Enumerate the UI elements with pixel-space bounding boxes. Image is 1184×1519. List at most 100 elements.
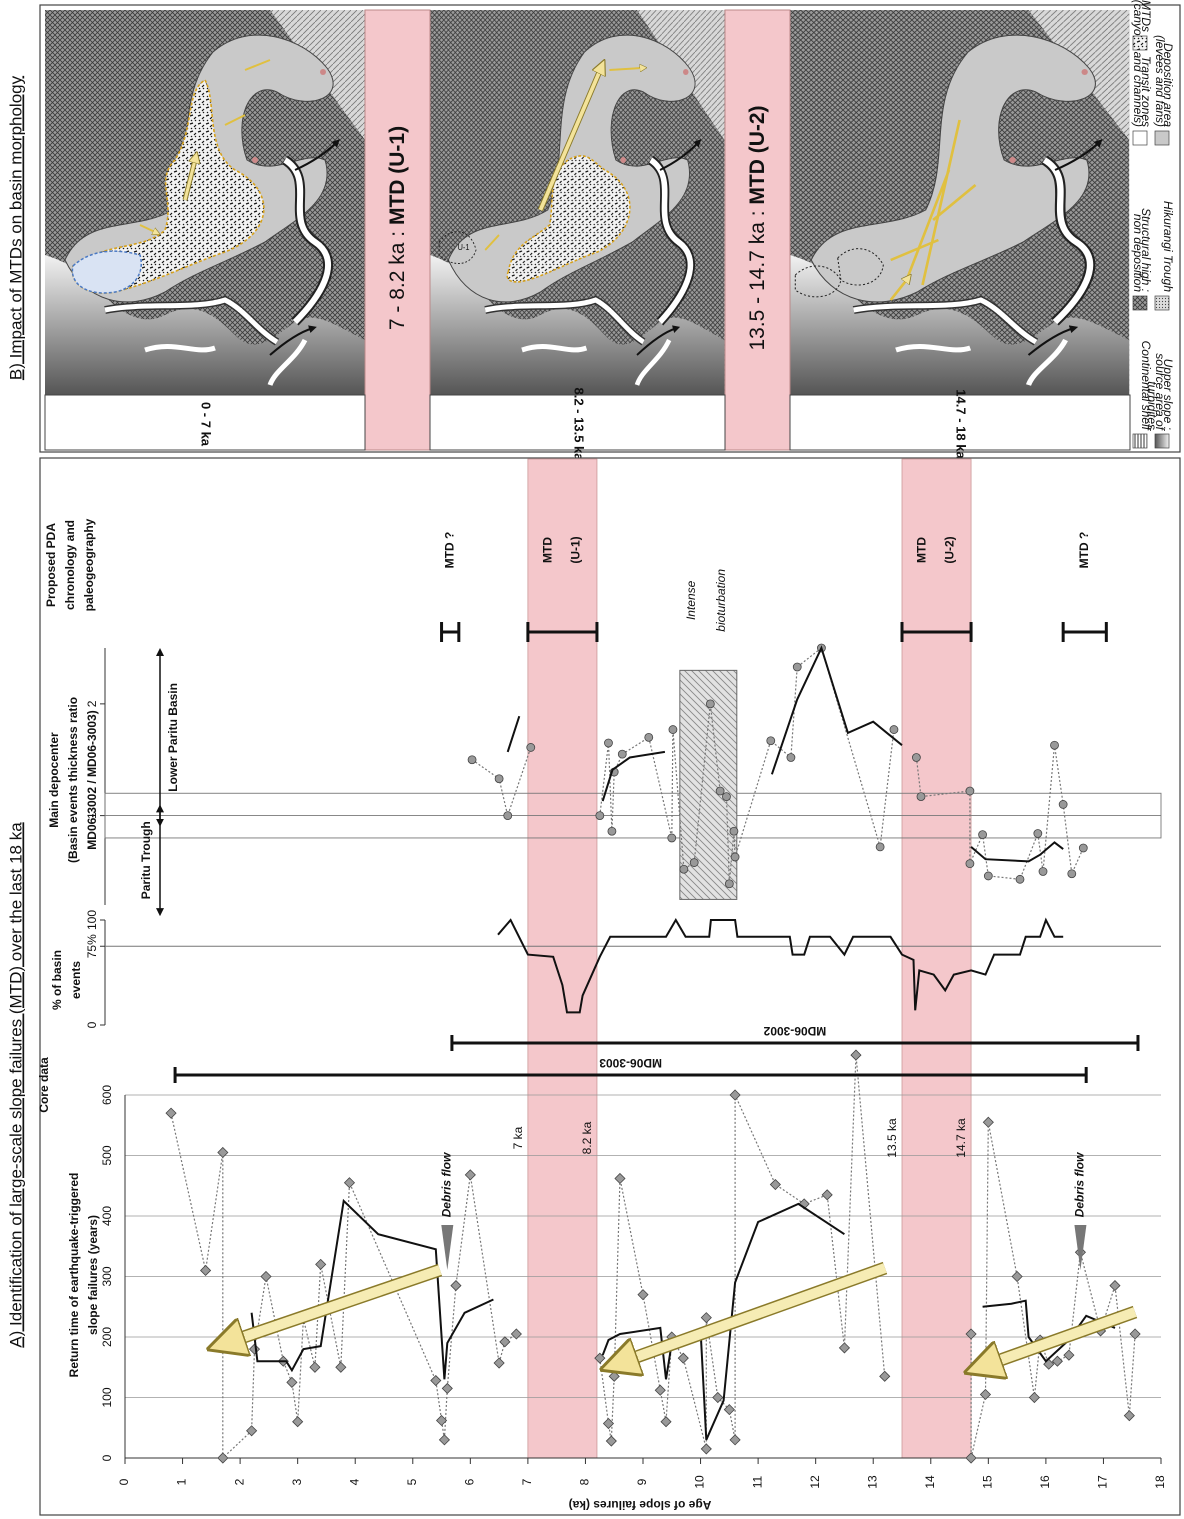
data-point xyxy=(667,833,677,843)
data-point xyxy=(769,1178,781,1191)
x-tick-label: 2 xyxy=(232,1478,246,1485)
data-point xyxy=(965,1452,977,1464)
data-point xyxy=(1063,1349,1075,1361)
trend-arrow xyxy=(628,1263,887,1360)
x-tick-label: 16 xyxy=(1038,1475,1052,1489)
y-tick-label: 75% xyxy=(85,934,99,958)
chronology-label: MTD xyxy=(541,537,555,563)
flow-arrow xyxy=(183,160,195,201)
shaded-interval xyxy=(527,458,598,1459)
data-point xyxy=(700,1443,712,1455)
data-point xyxy=(435,1414,448,1427)
x-tick-label: 0 xyxy=(117,1478,131,1485)
data-point xyxy=(165,1107,177,1119)
y-tick-label: 100 xyxy=(85,910,99,930)
core-name: MD06-3002 xyxy=(763,1024,826,1038)
legend-swatch xyxy=(1132,35,1148,51)
data-point xyxy=(1028,1391,1040,1404)
y-tick-label: 0 xyxy=(100,1454,114,1461)
legend-swatch xyxy=(1132,295,1148,311)
chronology-title: chronology and xyxy=(63,520,77,610)
x-tick-label: 17 xyxy=(1096,1475,1110,1489)
data-point xyxy=(723,1404,735,1416)
region-label: Lower Paritu Basin xyxy=(166,683,180,792)
data-point xyxy=(1109,1280,1121,1292)
data-point xyxy=(604,738,613,748)
flow-arrow xyxy=(889,119,977,301)
chronology-label: MTD ? xyxy=(1077,532,1091,569)
data-point xyxy=(679,864,689,874)
data-point xyxy=(660,1416,672,1428)
map: U-1 xyxy=(430,10,724,395)
y-axis-title: events xyxy=(69,961,83,999)
mtd-deposit xyxy=(71,78,265,294)
data-point xyxy=(1015,874,1025,884)
flow-arrow xyxy=(538,70,600,211)
shaded-interval xyxy=(901,458,972,1459)
data-point xyxy=(983,871,993,881)
x-tick-label: 8 xyxy=(578,1478,592,1485)
y-axis-title: Main depocenter xyxy=(47,732,61,828)
flow-arrow xyxy=(139,59,271,232)
data-point xyxy=(689,858,699,867)
legend-label: Upper slope : xyxy=(1161,359,1175,430)
legend-label: turbidites xyxy=(1145,381,1159,430)
data-point xyxy=(217,1146,229,1159)
data-point xyxy=(786,753,796,762)
data-point xyxy=(614,1172,626,1185)
data-point xyxy=(510,1328,522,1340)
y-tick-label: 200 xyxy=(100,1327,114,1347)
y-tick-label: 2 xyxy=(85,700,99,707)
y-tick-label: 400 xyxy=(100,1206,114,1226)
data-point xyxy=(1129,1328,1141,1340)
panel-b-title: B) Impact of MTDs on basin morphology xyxy=(6,75,25,380)
legend: Continental shelf Upper slope :source are… xyxy=(1131,0,1175,449)
y-axis-title: slope failures (years) xyxy=(86,1215,100,1335)
map xyxy=(790,10,1129,395)
data-point xyxy=(526,743,536,752)
x-tick-label: 3 xyxy=(290,1478,304,1485)
flow-arrow xyxy=(484,68,641,251)
chronology-label: MTD ? xyxy=(442,532,456,569)
legend-label: Hikurangi Trough xyxy=(1161,201,1175,292)
x-tick-label: 5 xyxy=(405,1478,419,1485)
data-point xyxy=(724,879,734,889)
trend-arrow xyxy=(992,1307,1137,1363)
data-point xyxy=(979,1388,992,1401)
legend-label: Structural high : xyxy=(1139,208,1153,292)
chronology-title: Proposed PDA xyxy=(44,523,58,607)
y-tick-label: 600 xyxy=(100,1085,114,1105)
data-point xyxy=(850,1049,862,1061)
data-point xyxy=(1123,1410,1135,1422)
data-point xyxy=(965,1328,977,1340)
x-tick-label: 14 xyxy=(923,1475,937,1489)
x-tick-label: 4 xyxy=(347,1478,361,1485)
data-point xyxy=(965,859,975,869)
y-axis-title: Return time of earthquake-triggered xyxy=(67,1173,81,1378)
data-point xyxy=(607,826,617,836)
data-point xyxy=(911,753,921,762)
data-point xyxy=(715,786,725,796)
core-data-label: Core data xyxy=(37,1057,51,1113)
data-point xyxy=(1050,740,1059,750)
data-point xyxy=(1078,843,1088,853)
data-point xyxy=(1058,800,1068,809)
data-point xyxy=(875,842,885,852)
data-point xyxy=(1011,1270,1023,1283)
map xyxy=(45,10,365,395)
legend-label: source area of xyxy=(1153,353,1167,431)
x-tick-label: 1 xyxy=(175,1478,189,1485)
legend-label: non deposition xyxy=(1131,214,1145,292)
x-tick-label: 9 xyxy=(635,1478,649,1485)
data-point xyxy=(712,1391,724,1404)
data-point xyxy=(1067,869,1077,879)
map-label: 0 - 7 ka xyxy=(199,402,214,447)
y-axis-title: % of basin xyxy=(50,950,64,1010)
legend-label: MTDs xyxy=(1139,0,1153,32)
debris-flow-label: Debris flow xyxy=(439,1152,453,1217)
data-point xyxy=(430,1374,442,1387)
data-point xyxy=(668,725,678,734)
x-tick-label: 12 xyxy=(808,1475,822,1489)
legend-swatch xyxy=(1132,433,1148,449)
